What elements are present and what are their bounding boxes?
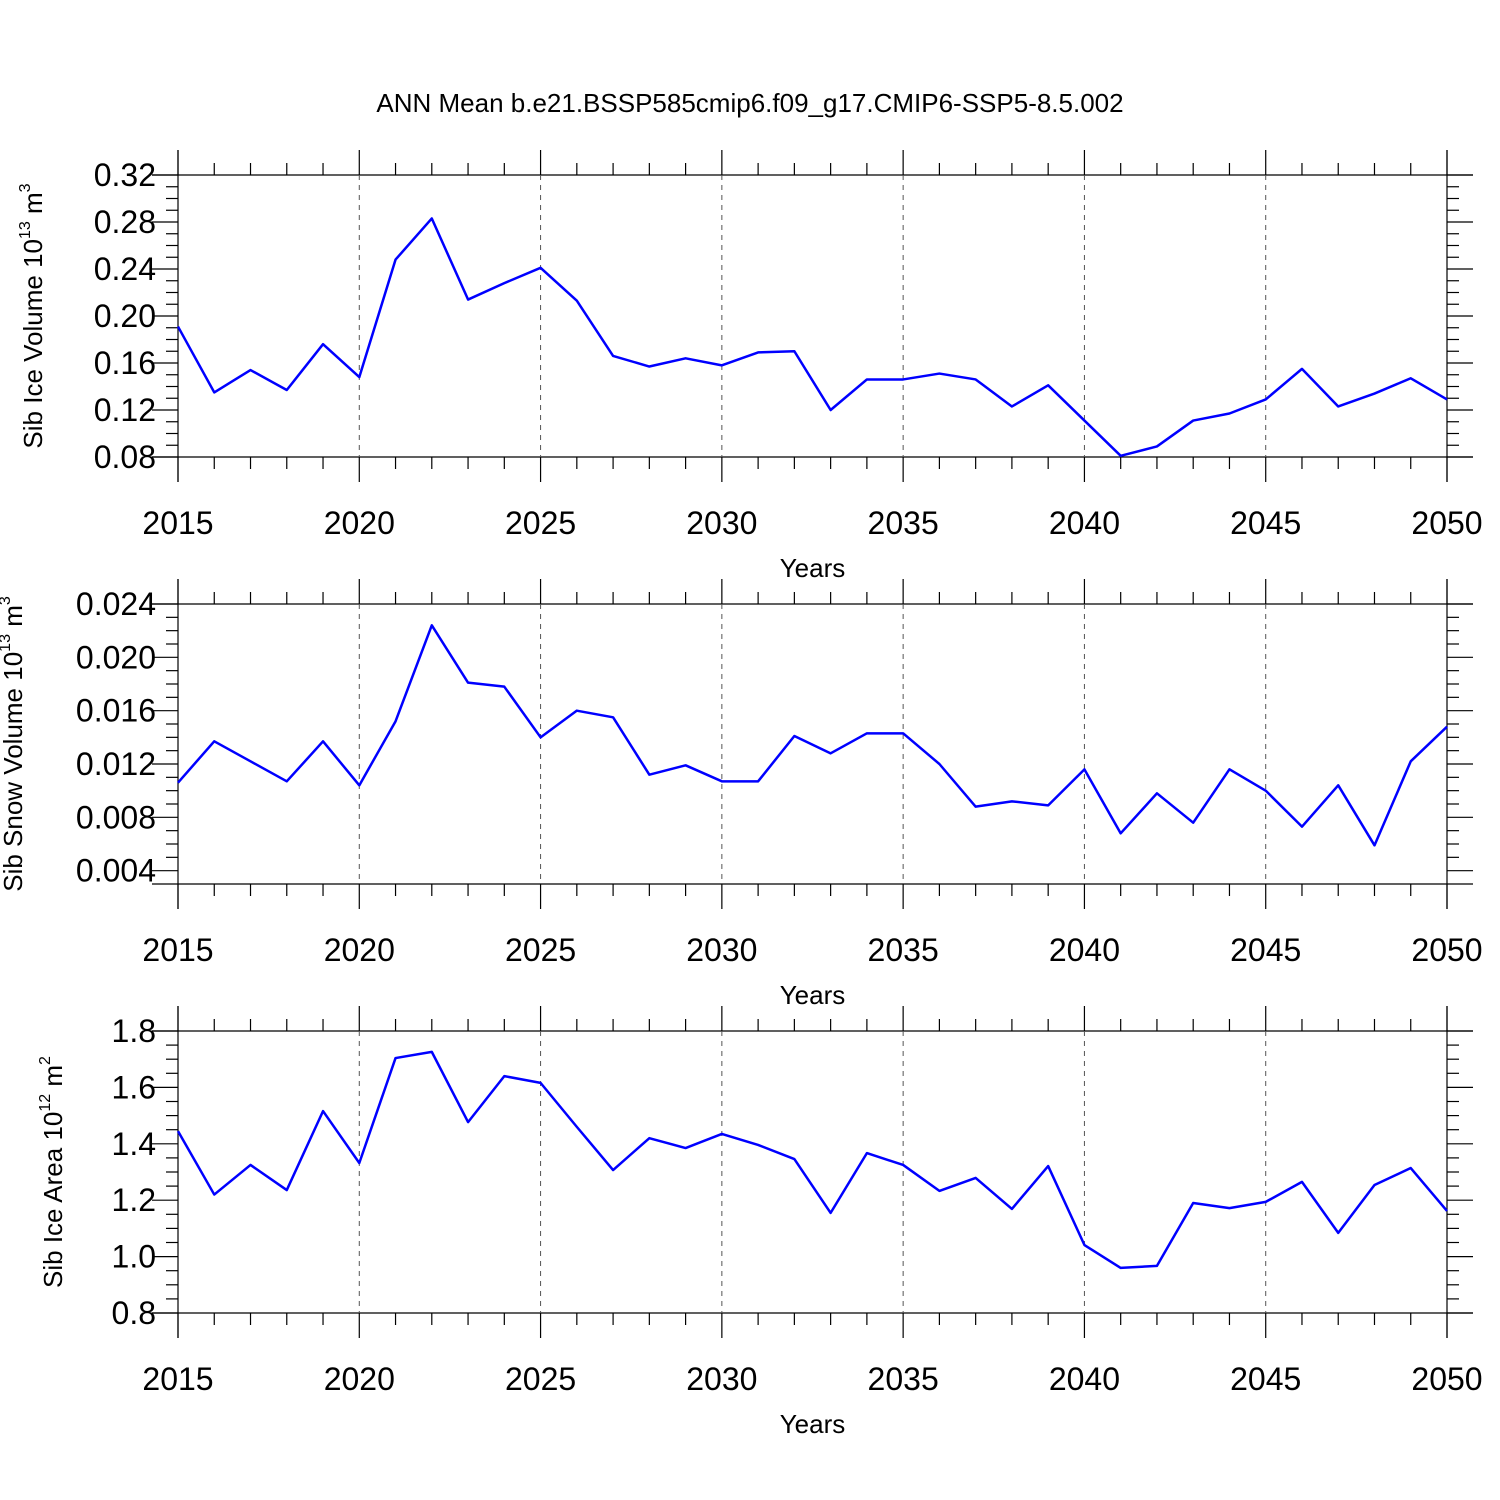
y-tick-label: 0.24: [94, 251, 156, 287]
x-axis-label: Years: [780, 980, 846, 1010]
x-tick-label: 2040: [1049, 932, 1120, 968]
y-tick-label: 1.8: [112, 1013, 156, 1049]
y-tick-label: 0.20: [94, 298, 156, 334]
y-axis-label: Sib Ice Area 1012 m2: [37, 1056, 68, 1288]
x-tick-label: 2050: [1411, 1361, 1482, 1397]
y-tick-label: 1.0: [112, 1239, 156, 1275]
x-tick-label: 2030: [686, 1361, 757, 1397]
y-tick-label: 0.008: [76, 799, 156, 835]
y-axis-label-exponent: 13: [0, 634, 14, 652]
y-tick-label: 0.28: [94, 204, 156, 240]
x-tick-label: 2050: [1411, 505, 1482, 541]
y-axis-label-part: Sib Ice Volume 10: [18, 239, 48, 449]
x-tick-label: 2045: [1230, 505, 1301, 541]
x-tick-label: 2030: [686, 932, 757, 968]
x-axis-label: Years: [780, 1409, 846, 1439]
x-tick-label: 2015: [142, 1361, 213, 1397]
y-tick-label: 1.6: [112, 1069, 156, 1105]
x-tick-label: 2035: [868, 1361, 939, 1397]
y-axis-label-part: m: [18, 192, 48, 221]
x-tick-label: 2020: [324, 932, 395, 968]
x-tick-label: 2025: [505, 1361, 576, 1397]
data-line: [177, 624, 1448, 847]
y-axis-label-part: Sib Ice Area 10: [38, 1112, 68, 1288]
y-axis-label-part: m: [0, 605, 28, 634]
x-tick-label: 2040: [1049, 1361, 1120, 1397]
x-tick-label: 2030: [686, 505, 757, 541]
x-tick-label: 2020: [324, 1361, 395, 1397]
y-axis-label-exponent: 12: [37, 1094, 54, 1112]
y-axis-label-exponent: 13: [17, 221, 34, 239]
y-tick-label: 1.4: [112, 1126, 156, 1162]
x-tick-label: 2020: [324, 505, 395, 541]
x-tick-label: 2025: [505, 932, 576, 968]
x-tick-label: 2035: [868, 932, 939, 968]
figure-title: ANN Mean b.e21.BSSP585cmip6.f09_g17.CMIP…: [376, 88, 1123, 118]
y-tick-label: 0.024: [76, 586, 156, 622]
y-tick-label: 0.016: [76, 693, 156, 729]
y-axis-label-exponent: 2: [37, 1056, 54, 1065]
data-line: [176, 217, 1448, 458]
x-tick-label: 2040: [1049, 505, 1120, 541]
x-tick-label: 2045: [1230, 1361, 1301, 1397]
y-axis-label-part: m: [38, 1065, 68, 1094]
x-tick-label: 2015: [142, 932, 213, 968]
x-axis-label: Years: [780, 553, 846, 583]
x-tick-label: 2050: [1411, 932, 1482, 968]
y-tick-label: 0.12: [94, 392, 156, 428]
y-tick-label: 0.8: [112, 1295, 156, 1331]
y-tick-label: 0.020: [76, 639, 156, 675]
y-tick-label: 0.012: [76, 746, 156, 782]
y-axis-label: Sib Snow Volume 1013 m3: [0, 596, 28, 892]
y-tick-label: 1.2: [112, 1182, 156, 1218]
y-tick-label: 0.004: [76, 853, 156, 889]
y-tick-label: 0.16: [94, 345, 156, 381]
y-tick-label: 0.32: [94, 157, 156, 193]
y-tick-label: 0.08: [94, 439, 156, 475]
x-tick-label: 2025: [505, 505, 576, 541]
data-line: [176, 1050, 1448, 1270]
x-tick-label: 2035: [868, 505, 939, 541]
x-tick-label: 2015: [142, 505, 213, 541]
y-axis-label-exponent: 3: [17, 183, 34, 192]
y-axis-label: Sib Ice Volume 1013 m3: [17, 183, 48, 448]
y-axis-label-part: Sib Snow Volume 10: [0, 652, 28, 892]
y-axis-label-exponent: 3: [0, 596, 14, 605]
x-tick-label: 2045: [1230, 932, 1301, 968]
